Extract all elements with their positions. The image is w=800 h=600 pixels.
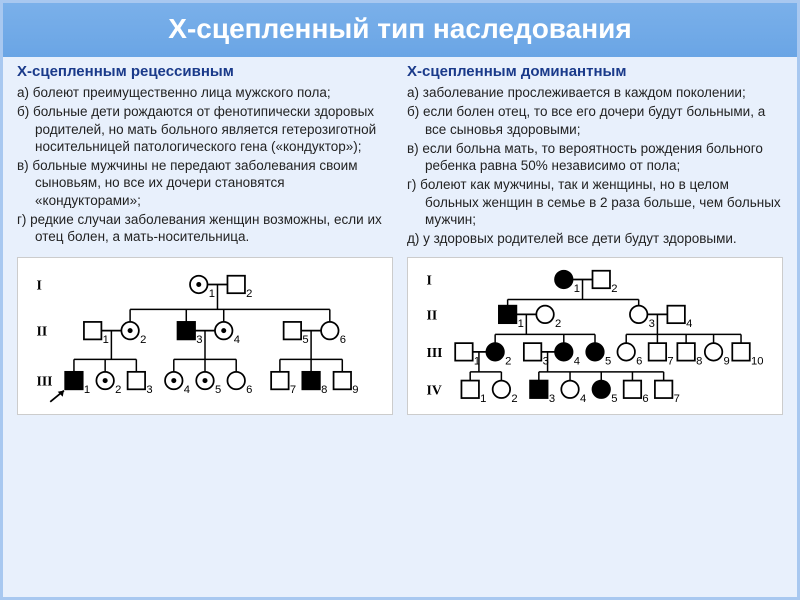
- pedigree-dominant: IIIIIIIV121234123456789101234567: [407, 257, 783, 414]
- pedigree-row: IIIIII12123456123456789 IIIIIIIV12123412…: [3, 253, 797, 422]
- svg-text:2: 2: [115, 384, 121, 396]
- svg-text:1: 1: [480, 393, 486, 405]
- svg-text:II: II: [427, 308, 438, 323]
- svg-text:4: 4: [234, 335, 240, 347]
- svg-text:1: 1: [209, 288, 215, 300]
- svg-text:3: 3: [649, 318, 655, 330]
- right-heading: Х-сцепленным доминантным: [407, 63, 783, 80]
- svg-text:6: 6: [246, 384, 252, 396]
- svg-text:6: 6: [636, 356, 642, 368]
- right-point: в) если больна мать, то вероятность рожд…: [407, 140, 783, 175]
- svg-text:3: 3: [549, 393, 555, 405]
- svg-text:10: 10: [751, 356, 763, 368]
- svg-text:2: 2: [505, 356, 511, 368]
- right-column: Х-сцепленным доминантным а) заболевание …: [407, 63, 783, 249]
- svg-text:I: I: [427, 273, 432, 288]
- svg-text:5: 5: [611, 393, 617, 405]
- svg-text:III: III: [37, 374, 53, 389]
- page-title: Х-сцепленный тип наследования: [3, 3, 797, 57]
- svg-text:2: 2: [140, 335, 146, 347]
- svg-text:2: 2: [611, 283, 617, 295]
- svg-text:I: I: [37, 278, 42, 293]
- right-point: а) заболевание прослеживается в каждом п…: [407, 84, 783, 101]
- svg-text:5: 5: [302, 335, 308, 347]
- svg-text:7: 7: [667, 356, 673, 368]
- svg-text:1: 1: [103, 335, 109, 347]
- svg-text:4: 4: [184, 384, 190, 396]
- svg-text:7: 7: [674, 393, 680, 405]
- svg-text:8: 8: [696, 356, 702, 368]
- svg-text:9: 9: [724, 356, 730, 368]
- right-point: д) у здоровых родителей все дети будут з…: [407, 230, 783, 247]
- left-point: а) болеют преимущественно лица мужского …: [17, 84, 393, 101]
- content-columns: Х-сцепленным рецессивным а) болеют преим…: [3, 57, 797, 253]
- right-point: б) если болен отец, то все его дочери бу…: [407, 103, 783, 138]
- left-heading: Х-сцепленным рецессивным: [17, 63, 393, 80]
- left-point: б) больные дети рождаются от фенотипичес…: [17, 103, 393, 155]
- svg-text:2: 2: [555, 318, 561, 330]
- right-point: г) болеют как мужчины, так и женщины, но…: [407, 176, 783, 228]
- svg-text:4: 4: [574, 356, 580, 368]
- left-point: в) больные мужчины не передают заболеван…: [17, 157, 393, 209]
- left-point: г) редкие случаи заболевания женщин возм…: [17, 211, 393, 246]
- svg-text:4: 4: [686, 318, 692, 330]
- svg-text:4: 4: [580, 393, 586, 405]
- svg-text:3: 3: [196, 335, 202, 347]
- svg-text:3: 3: [543, 356, 549, 368]
- svg-text:9: 9: [352, 384, 358, 396]
- svg-text:1: 1: [518, 318, 524, 330]
- svg-text:5: 5: [605, 356, 611, 368]
- svg-text:II: II: [37, 324, 48, 339]
- svg-text:IV: IV: [427, 383, 442, 398]
- svg-text:8: 8: [321, 384, 327, 396]
- svg-text:1: 1: [474, 356, 480, 368]
- svg-text:2: 2: [511, 393, 517, 405]
- left-column: Х-сцепленным рецессивным а) болеют преим…: [17, 63, 393, 249]
- svg-text:5: 5: [215, 384, 221, 396]
- svg-text:2: 2: [246, 288, 252, 300]
- svg-text:7: 7: [290, 384, 296, 396]
- svg-text:1: 1: [84, 384, 90, 396]
- svg-text:III: III: [427, 345, 443, 360]
- svg-text:6: 6: [340, 335, 346, 347]
- svg-text:1: 1: [574, 283, 580, 295]
- svg-text:3: 3: [146, 384, 152, 396]
- svg-text:6: 6: [642, 393, 648, 405]
- pedigree-recessive: IIIIII12123456123456789: [17, 257, 393, 414]
